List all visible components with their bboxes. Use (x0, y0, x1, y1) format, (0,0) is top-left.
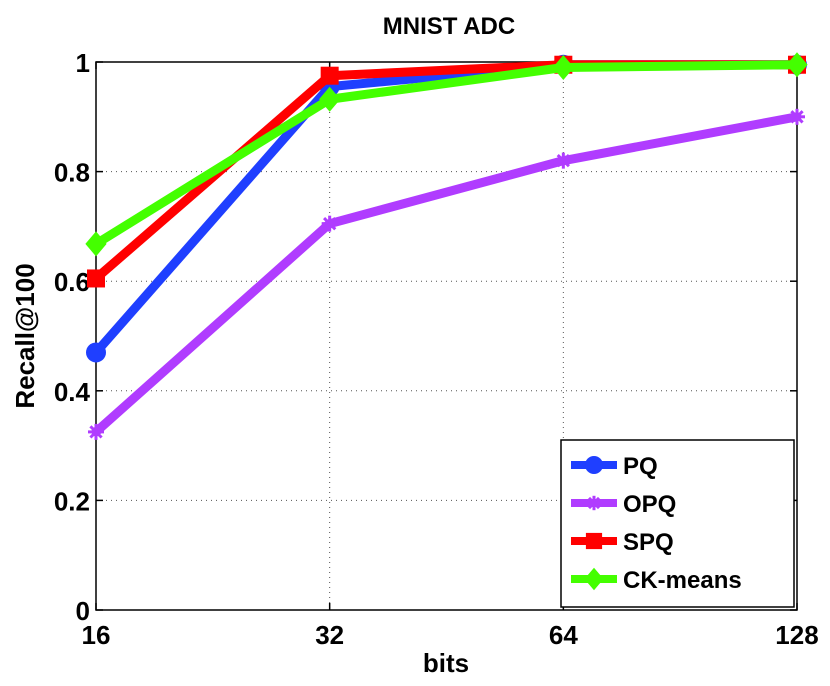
data-point-spq (87, 269, 105, 288)
grid-layer (96, 62, 797, 610)
y-tick-label: 0.2 (54, 486, 90, 516)
data-point-opq (555, 152, 572, 169)
data-point-spq (320, 66, 339, 85)
legend-item-spq: SPQ (571, 529, 674, 556)
legend-label-ck-means: CK-means (623, 567, 742, 594)
legend-label-opq: OPQ (623, 491, 676, 518)
series-opq (88, 108, 805, 440)
legend-item-opq: OPQ (571, 491, 676, 518)
legend-marker-opq (586, 495, 602, 511)
data-point-pq (86, 342, 106, 363)
y-tick-label: 0.8 (54, 158, 90, 188)
series-line-opq (91, 112, 802, 437)
y-axis-label: Recall@100 (10, 263, 40, 408)
data-point-ck-means (319, 86, 341, 112)
x-axis-label: bits (423, 648, 469, 678)
y-tick-label: 0.4 (54, 377, 91, 407)
ticks-layer: 0 0.2 0.4 0.6 0.8 1 16 32 64 128 (54, 48, 819, 650)
x-tick-label: 16 (82, 620, 111, 650)
legend: PQ OPQ SPQ CK-means (560, 439, 795, 608)
series-ck-means (85, 52, 808, 257)
chart-title: MNIST ADC (383, 13, 515, 40)
data-point-opq (321, 215, 338, 232)
legend-marker-spq (585, 532, 603, 550)
x-tick-label: 128 (775, 620, 818, 650)
data-point-ck-means (786, 52, 808, 78)
series-line-ck-means (91, 60, 802, 249)
y-tick-label: 0.6 (54, 267, 90, 297)
x-tick-label: 64 (549, 620, 578, 650)
data-point-ck-means (85, 231, 107, 257)
series-line-pq (91, 60, 802, 357)
legend-item-ck-means: CK-means (571, 567, 742, 594)
legend-item-pq: PQ (571, 453, 658, 480)
plot-frame (95, 61, 798, 611)
data-point-ck-means (552, 54, 574, 80)
data-point-opq (88, 423, 104, 440)
series-pq (86, 54, 807, 363)
y-tick-label: 0 (76, 596, 90, 626)
legend-marker-ck-means (584, 567, 604, 591)
legend-label-pq: PQ (623, 453, 658, 480)
legend-marker-pq (585, 456, 603, 474)
y-tick-label: 1 (76, 48, 90, 78)
data-point-opq (789, 108, 805, 125)
series-layer (85, 52, 808, 440)
x-tick-label: 32 (315, 620, 344, 650)
legend-label-spq: SPQ (623, 529, 674, 556)
